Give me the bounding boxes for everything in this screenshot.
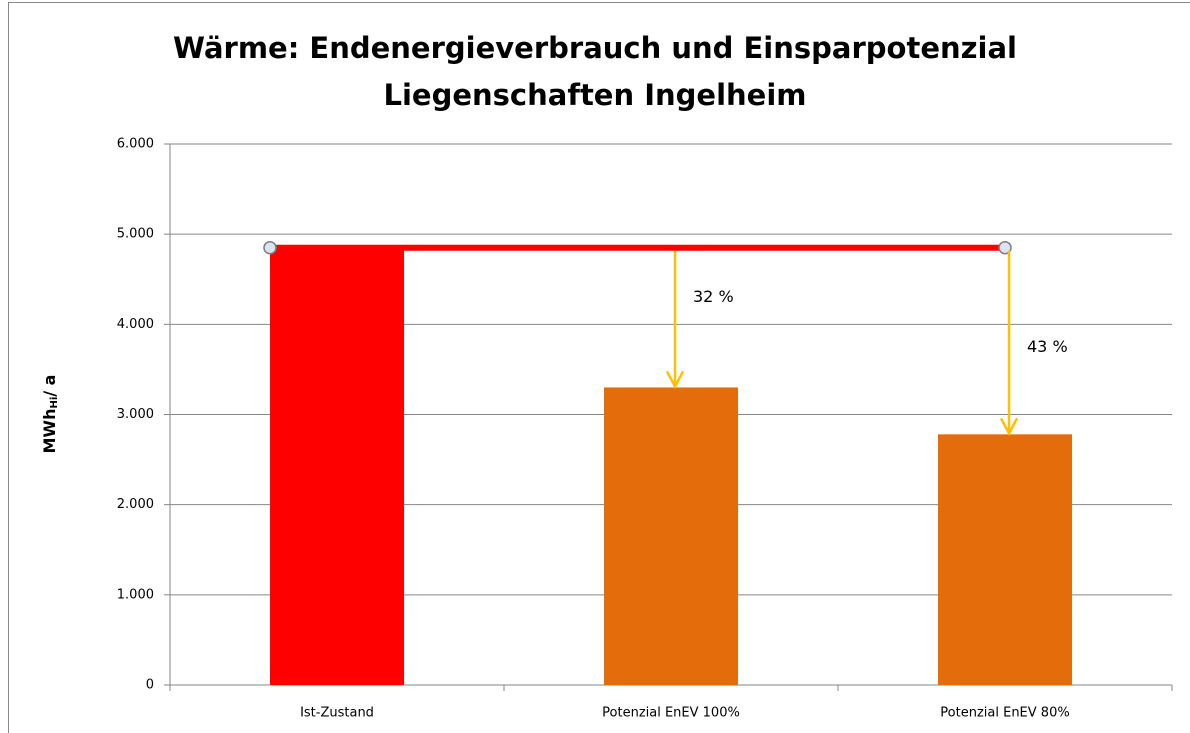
bar	[604, 387, 738, 685]
y-tick-label: 3.000	[117, 407, 154, 422]
arrow-head	[665, 370, 685, 390]
y-label-rest: / a	[40, 375, 59, 397]
annotation-label: 43 %	[1027, 337, 1068, 356]
y-tick-label: 2.000	[117, 497, 154, 512]
y-tick-label: 0	[146, 678, 154, 693]
chart-title: Liegenschaften Ingelheim	[384, 78, 807, 112]
annotation-label: 32 %	[693, 287, 734, 306]
y-tick-label: 1.000	[117, 587, 154, 602]
x-tick-label: Potenzial EnEV 80%	[940, 706, 1069, 721]
chart-frame	[8, 2, 1190, 733]
y-tick-label: 4.000	[117, 317, 154, 332]
reference-marker	[263, 240, 277, 255]
y-axis-label: MWhHi/ a	[40, 375, 61, 454]
chart-title: Wärme: Endenergieverbrauch und Einsparpo…	[173, 31, 1017, 65]
y-label-sub: Hi	[49, 397, 60, 409]
y-label-main: MWh	[40, 409, 59, 454]
x-tick-label: Ist-Zustand	[300, 706, 374, 721]
y-tick-label: 6.000	[117, 137, 154, 152]
bar	[270, 247, 404, 686]
bar	[938, 434, 1072, 685]
x-tick-label: Potenzial EnEV 100%	[602, 706, 740, 721]
arrow-head	[999, 417, 1019, 436]
y-tick-label: 5.000	[117, 227, 154, 242]
